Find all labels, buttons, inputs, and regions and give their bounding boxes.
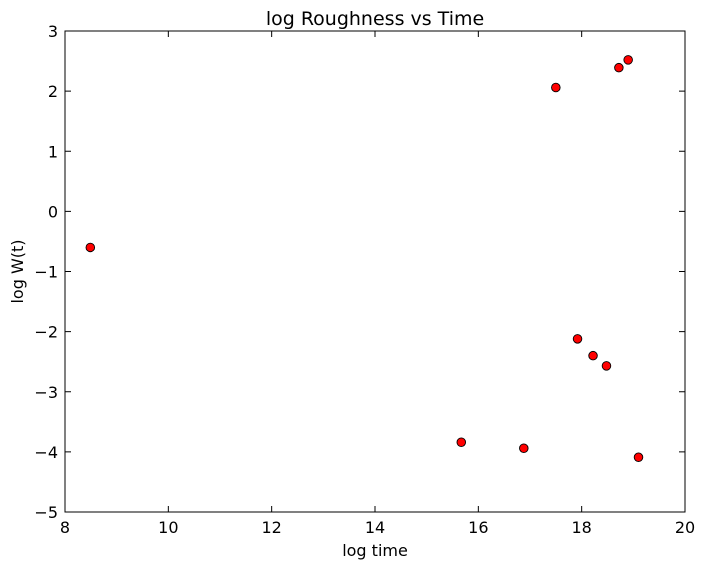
x-tick-label: 20 bbox=[675, 518, 695, 537]
data-point bbox=[614, 62, 624, 73]
y-tick-label: 0 bbox=[48, 202, 58, 221]
x-tick-label: 12 bbox=[261, 518, 281, 537]
data-point bbox=[85, 242, 96, 253]
y-axis-label: log W(t) bbox=[8, 239, 27, 303]
x-tick-label: 16 bbox=[468, 518, 488, 537]
x-tick-label: 8 bbox=[60, 518, 70, 537]
data-point bbox=[519, 443, 529, 454]
data-points bbox=[85, 55, 644, 463]
y-tick-label: −2 bbox=[34, 323, 58, 342]
data-point bbox=[623, 55, 633, 65]
data-point bbox=[456, 437, 467, 448]
x-axis-label: log time bbox=[342, 541, 408, 560]
y-tick-label: 2 bbox=[48, 82, 58, 101]
y-tick-label: −3 bbox=[34, 383, 58, 402]
x-tick-label: 14 bbox=[365, 518, 385, 537]
x-tick-label: 18 bbox=[571, 518, 591, 537]
y-tick-label: −5 bbox=[34, 503, 58, 522]
data-point bbox=[601, 361, 612, 371]
y-tick-label: 3 bbox=[48, 22, 58, 41]
y-tick-label: −4 bbox=[34, 443, 58, 462]
data-point bbox=[588, 350, 598, 361]
data-point bbox=[551, 82, 561, 93]
axis-ticks bbox=[64, 30, 686, 513]
y-tick-label: 1 bbox=[48, 142, 58, 161]
chart-title: log Roughness vs Time bbox=[266, 8, 484, 30]
plot-frame bbox=[64, 30, 686, 513]
y-tick-label: −1 bbox=[34, 263, 58, 282]
x-tick-label: 10 bbox=[158, 518, 178, 537]
data-point bbox=[572, 334, 583, 344]
data-point bbox=[633, 452, 644, 463]
